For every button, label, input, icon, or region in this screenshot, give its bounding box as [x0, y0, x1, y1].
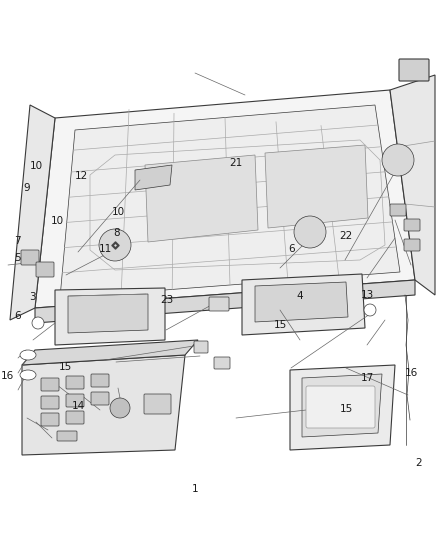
Text: 15: 15 [59, 362, 72, 372]
Polygon shape [302, 374, 382, 437]
FancyBboxPatch shape [209, 297, 229, 311]
FancyBboxPatch shape [41, 378, 59, 391]
Polygon shape [135, 165, 172, 190]
Polygon shape [390, 75, 435, 295]
FancyBboxPatch shape [214, 357, 230, 369]
Polygon shape [290, 365, 395, 450]
FancyBboxPatch shape [404, 219, 420, 231]
FancyBboxPatch shape [390, 204, 406, 216]
Text: 14: 14 [71, 401, 85, 411]
Text: 4: 4 [297, 291, 304, 301]
FancyBboxPatch shape [66, 394, 84, 407]
FancyBboxPatch shape [194, 341, 208, 353]
Polygon shape [68, 294, 148, 333]
Text: 10: 10 [112, 207, 125, 217]
FancyBboxPatch shape [306, 386, 375, 428]
Polygon shape [55, 288, 165, 345]
Text: 11: 11 [99, 245, 112, 254]
Text: 15: 15 [339, 405, 353, 414]
FancyBboxPatch shape [36, 262, 54, 277]
Text: 10: 10 [29, 161, 42, 171]
Polygon shape [22, 355, 185, 455]
Text: 8: 8 [113, 229, 120, 238]
Circle shape [32, 317, 44, 329]
FancyBboxPatch shape [66, 376, 84, 389]
Ellipse shape [20, 370, 36, 380]
Text: 2: 2 [415, 458, 422, 467]
FancyBboxPatch shape [399, 59, 429, 81]
Polygon shape [265, 145, 368, 228]
Circle shape [364, 304, 376, 316]
Circle shape [110, 398, 130, 418]
Text: 17: 17 [361, 374, 374, 383]
Ellipse shape [20, 350, 36, 360]
Text: 1: 1 [191, 484, 198, 494]
Text: 5: 5 [14, 253, 21, 263]
Polygon shape [145, 155, 258, 242]
Text: 10: 10 [50, 216, 64, 226]
Text: 16: 16 [1, 371, 14, 381]
Text: 3: 3 [29, 293, 36, 302]
Polygon shape [255, 282, 348, 322]
FancyBboxPatch shape [91, 374, 109, 387]
Polygon shape [10, 105, 55, 320]
Text: 6: 6 [14, 311, 21, 320]
FancyBboxPatch shape [404, 239, 420, 251]
Text: 22: 22 [339, 231, 353, 240]
FancyBboxPatch shape [21, 250, 39, 265]
FancyBboxPatch shape [91, 392, 109, 405]
Text: 6: 6 [288, 245, 295, 254]
Polygon shape [22, 340, 198, 365]
Circle shape [382, 144, 414, 176]
Polygon shape [35, 90, 415, 308]
Circle shape [99, 229, 131, 261]
FancyBboxPatch shape [57, 431, 77, 441]
Text: 23: 23 [160, 295, 173, 304]
FancyBboxPatch shape [144, 394, 171, 414]
Text: 9: 9 [24, 183, 31, 193]
Text: 21: 21 [229, 158, 242, 167]
Text: 15: 15 [274, 320, 287, 330]
Polygon shape [35, 280, 415, 323]
Text: 12: 12 [74, 171, 88, 181]
Text: 16: 16 [405, 368, 418, 378]
FancyBboxPatch shape [41, 413, 59, 426]
FancyBboxPatch shape [66, 411, 84, 424]
Polygon shape [60, 105, 400, 298]
Polygon shape [242, 274, 365, 335]
Text: 13: 13 [361, 290, 374, 300]
FancyBboxPatch shape [41, 396, 59, 409]
Circle shape [294, 216, 326, 248]
Text: 7: 7 [14, 236, 21, 246]
